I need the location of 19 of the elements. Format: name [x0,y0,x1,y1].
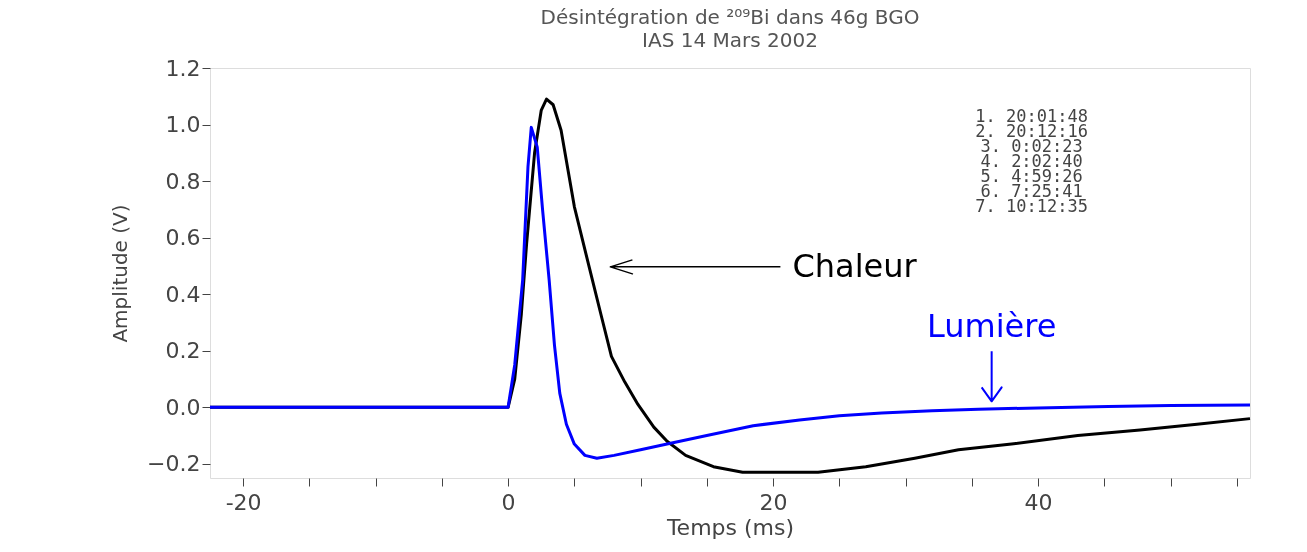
y-tick-label: 0.8 [165,168,201,194]
y-tick-label: 0.0 [165,394,201,420]
y-tick-label: 0.4 [165,281,201,307]
y-tick-label: 0.6 [165,225,201,251]
x-axis-title: Temps (ms) [665,514,795,540]
y-tick-label: 0.2 [165,338,201,364]
x-tick-label: 0 [501,489,516,515]
y-axis-title: Amplitude (V) [108,204,133,343]
annotation: 1. 20:01:48 2. 20:12:16 3. 0:02:23 4. 2:02:40 5. 4:59:26 6. 7:25:41 7. 10:12:35 [975,106,1088,216]
y-tick-label: 1.2 [165,55,201,81]
chart-title: Désintégration de ²⁰⁹Bi dans 46g BGO [540,5,920,29]
y-tick-label: −0.2 [147,451,201,477]
annotation: Lumière [926,307,1057,346]
x-tick-label: 20 [759,489,788,515]
chart-subtitle: IAS 14 Mars 2002 [642,28,818,52]
x-tick-label: -20 [225,489,262,515]
y-tick-label: 1.0 [165,112,201,138]
annotation: Chaleur [792,246,918,285]
x-tick-label: 40 [1024,489,1053,515]
